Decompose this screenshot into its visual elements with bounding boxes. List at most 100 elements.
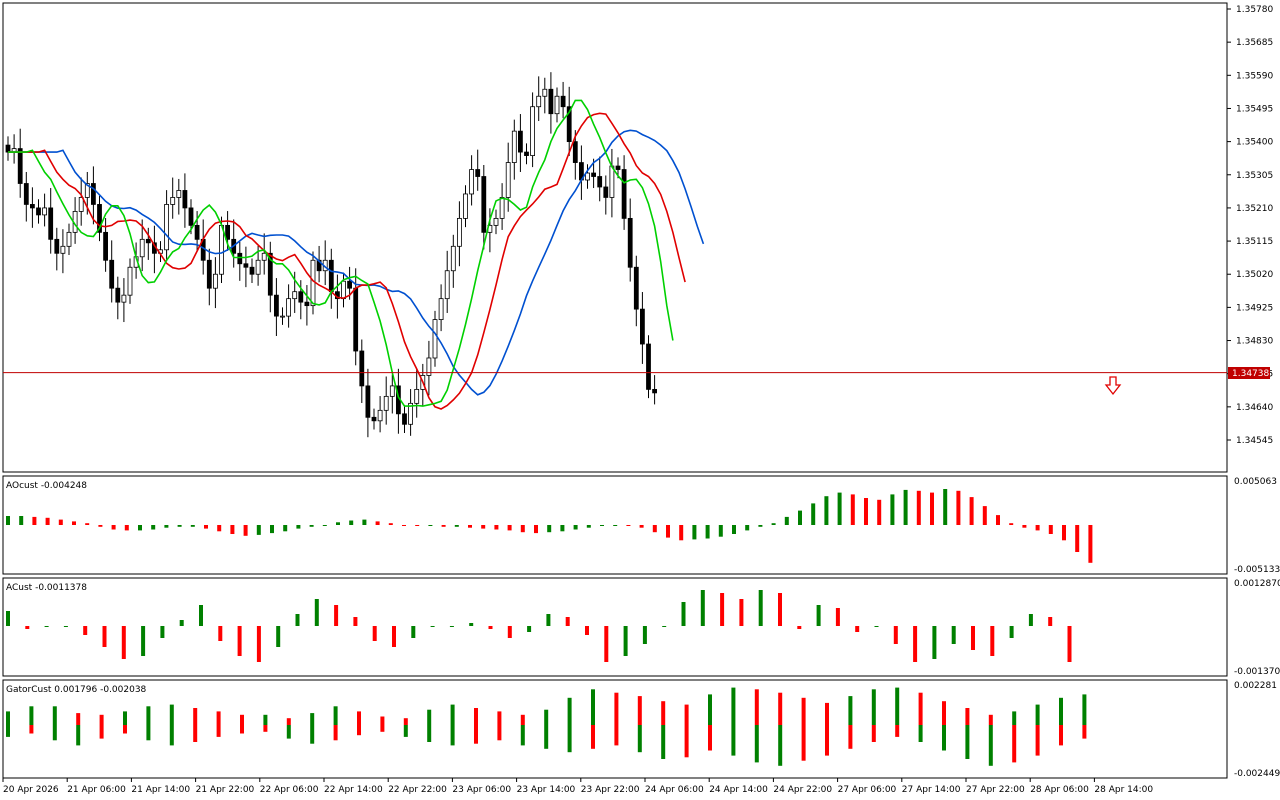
histogram-bar (454, 525, 459, 527)
gator-upper-bar (1012, 711, 1017, 725)
histogram-bar (276, 626, 281, 647)
ao-max-label: 0.005063 (1234, 477, 1277, 487)
time-tick-label: 23 Apr 06:00 (452, 785, 511, 795)
histogram-bar (430, 626, 435, 627)
candle-body (341, 280, 346, 300)
histogram-bar (270, 525, 274, 534)
gator-upper-bar (240, 714, 244, 725)
histogram-bar (449, 626, 454, 627)
histogram-bar (1035, 525, 1040, 531)
gator-lower-bar (146, 725, 151, 741)
candle-body (304, 301, 310, 307)
histogram-bar (334, 605, 339, 626)
candle-body (469, 169, 475, 195)
gator-upper-bar (942, 701, 946, 725)
gator-upper-bar (99, 714, 104, 725)
histogram-bar (1088, 525, 1093, 563)
time-tick-label: 23 Apr 14:00 (517, 785, 576, 795)
candle-body (505, 162, 511, 198)
gator-histogram[interactable] (6, 687, 1087, 766)
gator-upper-bar (801, 697, 806, 725)
gator-upper-bar (427, 709, 432, 725)
histogram-bar (402, 525, 406, 526)
ao-histogram[interactable] (6, 489, 1093, 563)
histogram-bar (1075, 525, 1080, 552)
histogram-bar (124, 525, 129, 531)
histogram-bar (1062, 525, 1066, 541)
candle-body (640, 308, 645, 345)
histogram-bar (758, 590, 763, 626)
ac-title: ACust -0.0011378 (6, 583, 87, 593)
candle-body (60, 245, 66, 254)
gator-upper-bar (6, 711, 10, 725)
histogram-bar (111, 525, 116, 530)
candle-body (408, 402, 414, 425)
gator-upper-bar (123, 711, 127, 725)
histogram-bar (739, 599, 744, 626)
gator-lower-bar (450, 725, 455, 746)
histogram-bar (6, 516, 10, 525)
candle-body (621, 169, 627, 219)
candle-body (54, 238, 60, 254)
time-tick-label: 28 Apr 14:00 (1094, 785, 1153, 795)
price-tick-label: 1.35115 (1236, 237, 1273, 247)
gator-max-label: 0.002281 (1234, 681, 1277, 691)
candle-body (164, 204, 170, 251)
gator-lower-bar (965, 725, 970, 759)
gator-upper-bar (1082, 694, 1087, 725)
gator-lower-bar (591, 725, 595, 749)
gator-lower-bar (333, 725, 338, 741)
histogram-bar (243, 525, 248, 536)
histogram-bar (824, 496, 829, 525)
candle-body (536, 95, 542, 108)
ac-panel-frame (2, 577, 1228, 677)
histogram-bar (679, 525, 684, 541)
candle-body (627, 217, 633, 268)
gator-lower-bar (263, 725, 268, 732)
candle-body (432, 319, 438, 359)
histogram-bar (560, 525, 565, 532)
histogram-bar (623, 626, 628, 656)
gator-upper-bar (216, 711, 221, 725)
candle-body (499, 197, 505, 219)
gator-upper-bar (497, 711, 502, 725)
gator-lower-bar (520, 725, 525, 746)
ac-min-label: -0.0013700 (1234, 667, 1280, 677)
ao-min-label: -0.005133 (1234, 565, 1280, 575)
candle-body (145, 238, 151, 244)
candle-body (97, 204, 102, 233)
histogram-bar (83, 626, 88, 635)
candle-body (511, 130, 517, 163)
gator-lower-bar (99, 725, 104, 739)
main-plot-area[interactable] (5, 72, 705, 438)
candle-body (524, 151, 529, 156)
candle-body (463, 193, 468, 219)
gator-upper-bar (918, 692, 923, 725)
current-price-tag (1228, 367, 1270, 379)
histogram-bar (547, 525, 552, 533)
gator-upper-bar (474, 708, 478, 725)
price-axis: 1.35780 1.35685 1.35590 1.35495 1.35400 1.353… (1227, 5, 1273, 446)
gator-upper-bar (193, 708, 198, 725)
time-tick-label: 21 Apr 14:00 (131, 785, 190, 795)
gator-upper-bar (684, 704, 689, 725)
histogram-bar (230, 525, 235, 534)
candle-body (597, 176, 603, 188)
gator-lower-bar (661, 725, 666, 759)
histogram-bar (353, 617, 358, 626)
gator-lower-bar (637, 725, 642, 753)
histogram-bar (666, 525, 670, 538)
histogram-bar (218, 626, 223, 641)
candle-body (225, 224, 231, 240)
gator-lower-bar (29, 725, 34, 734)
histogram-bar (488, 626, 493, 629)
histogram-bar (25, 626, 30, 629)
gator-lower-bar (52, 725, 57, 741)
ac-histogram[interactable] (6, 590, 1072, 662)
time-tick-label: 28 Apr 06:00 (1030, 785, 1089, 795)
histogram-bar (720, 593, 725, 626)
gator-lower-bar (216, 725, 221, 737)
candle-body (219, 224, 224, 275)
gator-upper-bar (1035, 704, 1040, 725)
